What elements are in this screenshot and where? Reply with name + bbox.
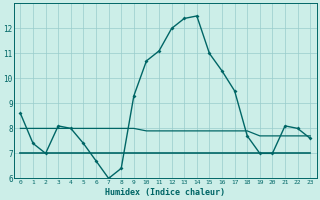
X-axis label: Humidex (Indice chaleur): Humidex (Indice chaleur) — [105, 188, 225, 197]
